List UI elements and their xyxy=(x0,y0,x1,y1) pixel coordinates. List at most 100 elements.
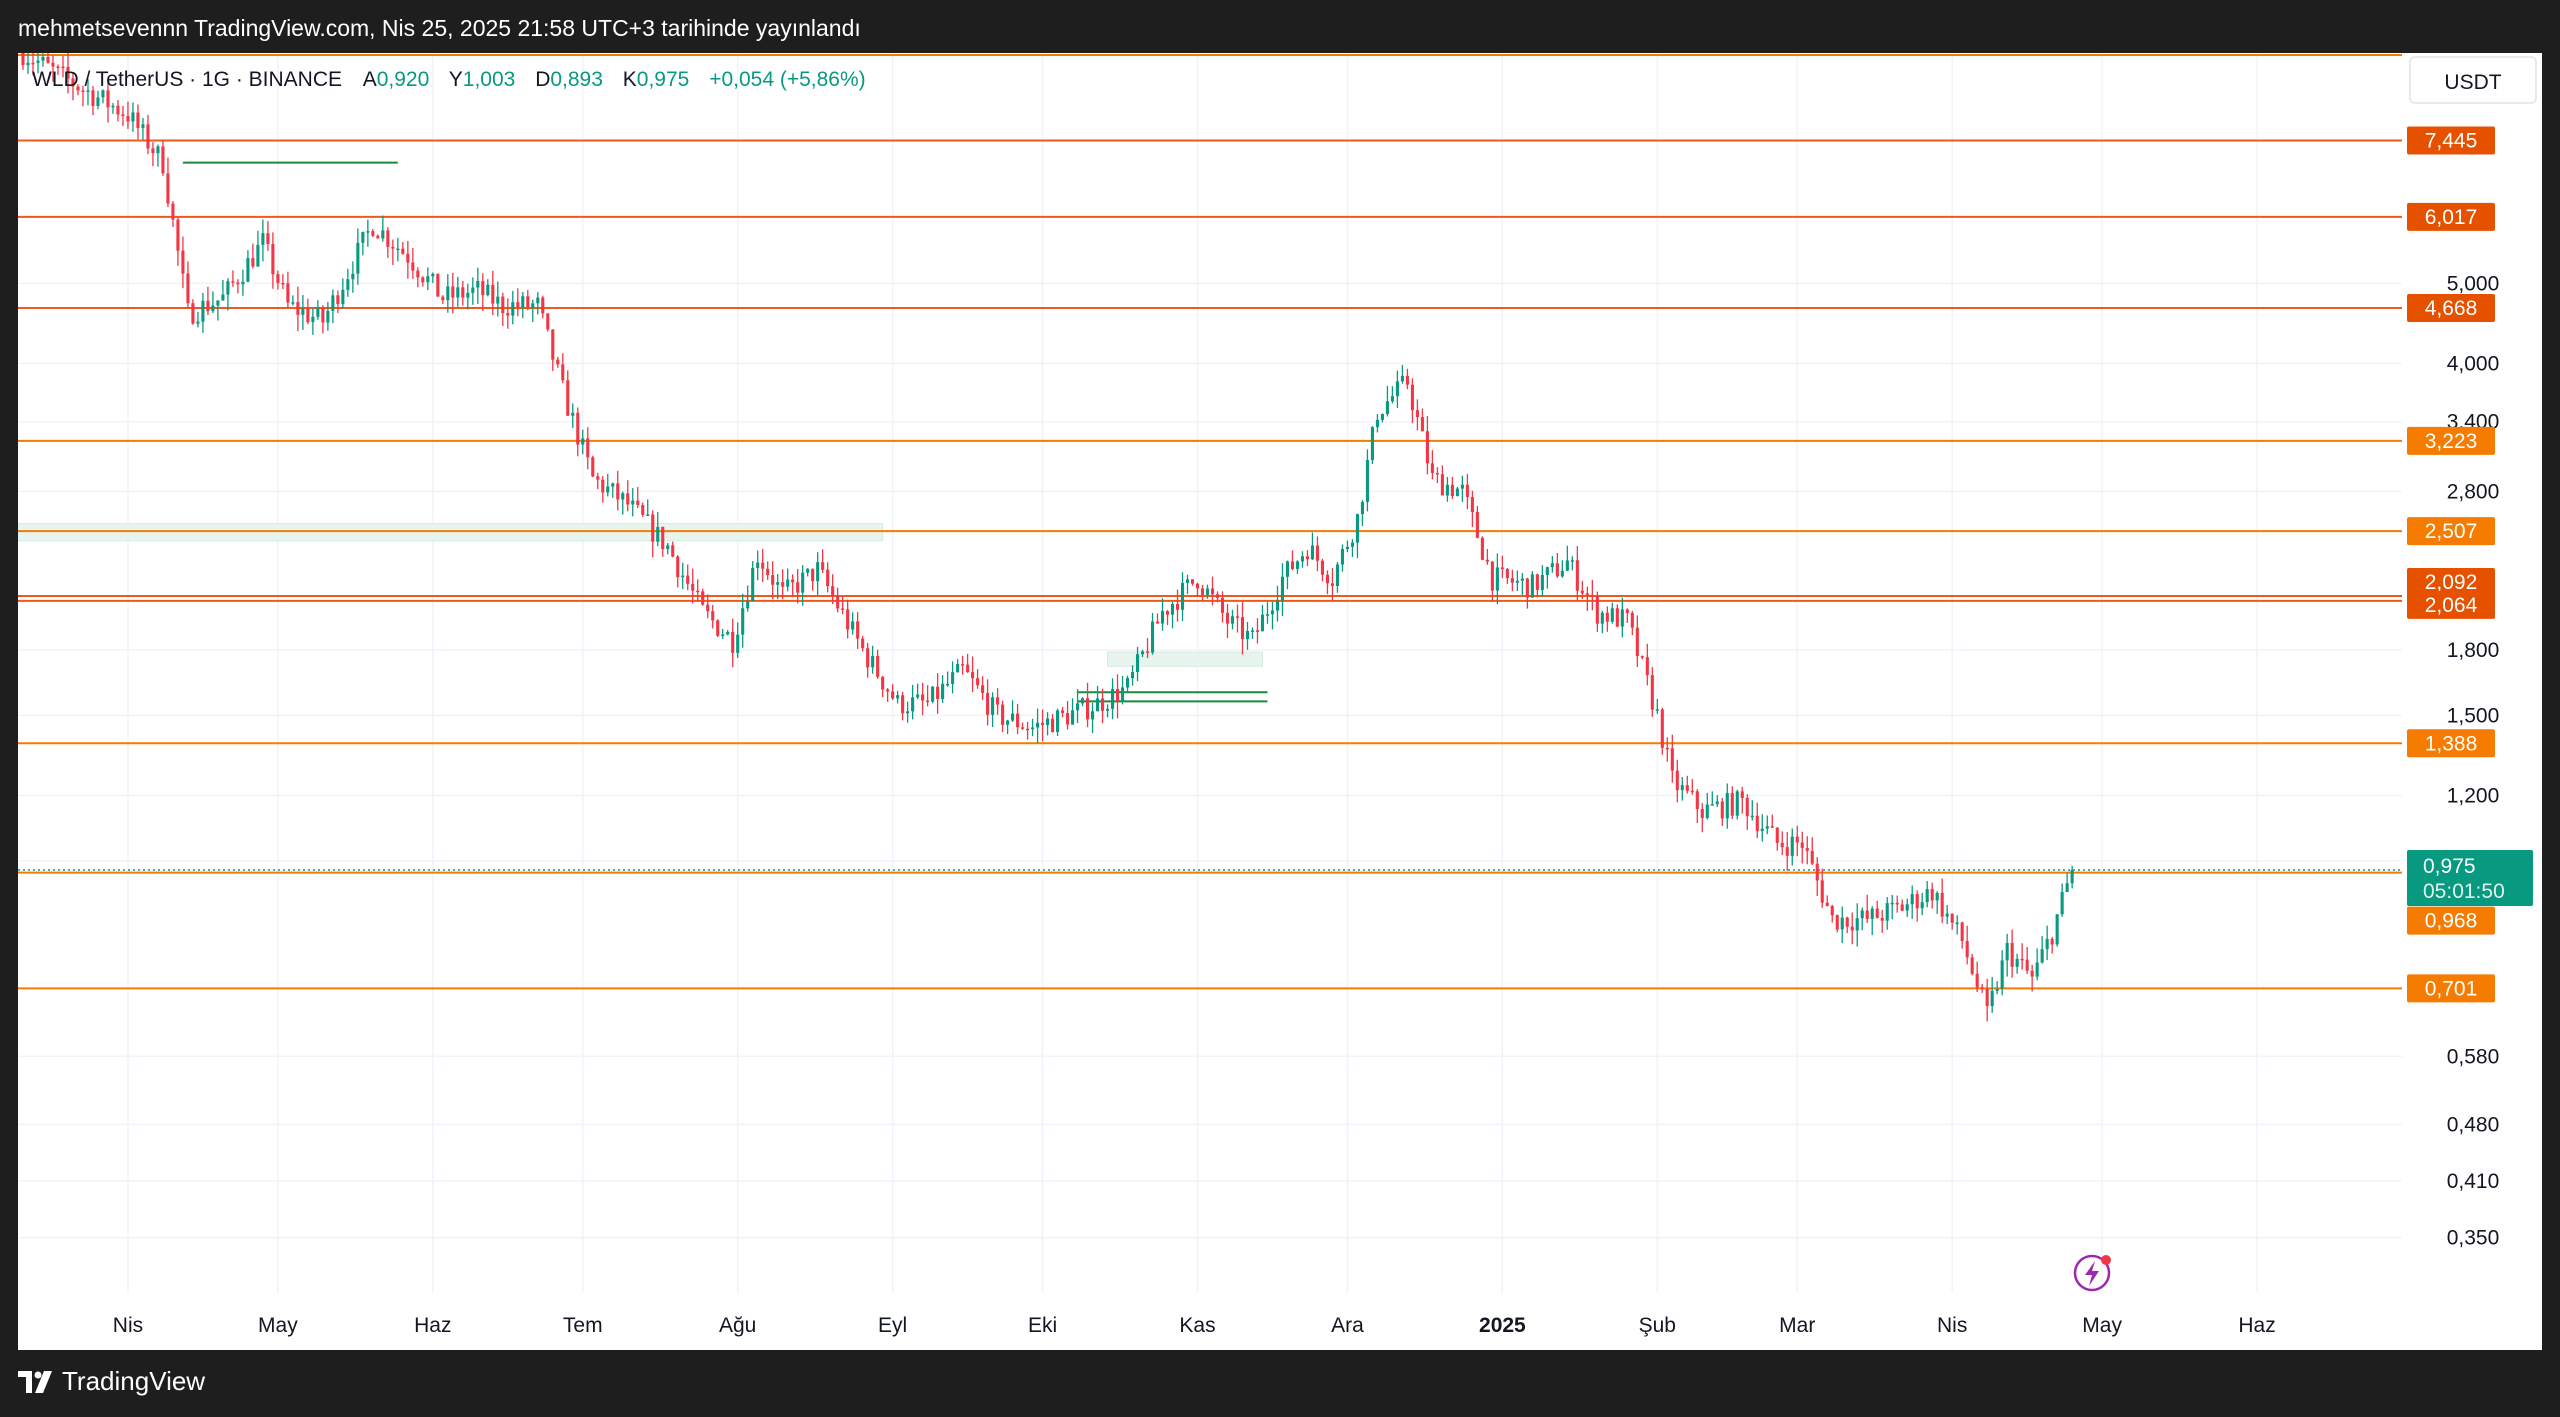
candle xyxy=(1925,881,1929,908)
candle xyxy=(886,687,890,702)
candle xyxy=(321,305,325,334)
candle xyxy=(586,427,590,470)
candle xyxy=(2015,953,2019,974)
candle xyxy=(1370,426,1374,465)
candle xyxy=(1785,831,1789,871)
candle xyxy=(1270,601,1275,630)
candle xyxy=(1920,892,1924,916)
candle xyxy=(1180,572,1185,621)
candle xyxy=(291,295,295,306)
candle xyxy=(1415,399,1419,431)
candle xyxy=(551,329,555,372)
candle xyxy=(1340,544,1344,572)
candle xyxy=(1495,553,1499,605)
candle xyxy=(1860,907,1864,931)
tradingview-brand[interactable]: TradingView xyxy=(18,1366,205,1397)
candle xyxy=(401,241,405,255)
price-badge[interactable]: 4,668 xyxy=(2407,294,2495,323)
candle xyxy=(606,473,610,497)
y-tick-label: 1,800 xyxy=(2447,639,2500,662)
price-badge[interactable]: 7,445 xyxy=(2407,126,2495,155)
candle xyxy=(1385,385,1389,417)
zone-rect[interactable] xyxy=(17,523,884,542)
zone-rect[interactable] xyxy=(1107,651,1263,667)
candle xyxy=(221,279,225,301)
candle xyxy=(981,676,985,701)
countdown-label: 05:01:50 xyxy=(2423,880,2505,903)
candle xyxy=(1295,560,1300,574)
candle xyxy=(386,227,390,258)
candle xyxy=(611,482,615,498)
candle xyxy=(581,429,585,455)
candle xyxy=(1145,638,1150,659)
candle xyxy=(596,472,600,490)
candle xyxy=(256,230,260,268)
candle xyxy=(516,288,520,317)
candle xyxy=(1630,610,1634,636)
candle xyxy=(1440,465,1444,496)
price-badge[interactable]: 2,092 xyxy=(2407,568,2495,597)
candle xyxy=(1006,719,1010,735)
candle xyxy=(1315,536,1320,572)
candle xyxy=(1110,678,1115,720)
candle xyxy=(41,53,45,67)
candle xyxy=(1490,560,1494,602)
candle xyxy=(1210,576,1215,606)
price-badge[interactable]: 0,701 xyxy=(2407,974,2495,1003)
candle xyxy=(1990,976,1994,1013)
candle xyxy=(896,690,900,704)
publish-header: mehmetsevennn TradingView.com, Nis 25, 2… xyxy=(0,0,2560,56)
candle xyxy=(61,55,65,78)
candle xyxy=(31,50,35,76)
candle xyxy=(536,292,540,315)
candle xyxy=(426,267,430,291)
candle xyxy=(36,49,40,74)
candle xyxy=(1235,604,1240,633)
currency-box[interactable]: USDT xyxy=(2409,56,2537,104)
candle xyxy=(1910,885,1914,919)
candle xyxy=(1225,604,1230,639)
price-badge-label: 2,092 xyxy=(2425,571,2478,594)
candle xyxy=(966,653,970,673)
price-chart[interactable]: 5,0004,0003,4002,8001,8001,5001,2001,000… xyxy=(17,34,2542,1350)
candle xyxy=(1730,786,1734,820)
candle xyxy=(1026,721,1030,740)
candle xyxy=(1970,953,1974,976)
candle xyxy=(1115,674,1120,719)
candle xyxy=(746,585,750,612)
candle xyxy=(1460,475,1464,502)
candle xyxy=(246,250,250,283)
candle xyxy=(171,201,175,228)
candle xyxy=(1520,573,1524,595)
candle xyxy=(1945,905,1949,925)
candle xyxy=(1795,825,1799,857)
candle xyxy=(471,277,475,305)
price-badge[interactable]: 3,223 xyxy=(2407,426,2495,455)
price-badge[interactable]: 2,507 xyxy=(2407,517,2495,546)
candle xyxy=(476,267,480,304)
lightning-icon[interactable] xyxy=(2073,1254,2111,1292)
price-badge[interactable]: 6,017 xyxy=(2407,202,2495,231)
candle xyxy=(1445,476,1449,502)
candle xyxy=(1375,413,1379,433)
candle xyxy=(1810,837,1814,866)
price-badge[interactable]: 0,968 xyxy=(2407,906,2495,935)
price-badge[interactable]: 2,064 xyxy=(2407,590,2495,619)
price-badge[interactable]: 1,388 xyxy=(2407,729,2495,758)
tradingview-brand-text: TradingView xyxy=(62,1366,206,1396)
publisher-line: mehmetsevennn TradingView.com, Nis 25, 2… xyxy=(18,15,861,41)
legend-low-value: 0,893 xyxy=(550,68,603,91)
candle xyxy=(216,300,220,321)
chart-area[interactable]: 5,0004,0003,4002,8001,8001,5001,2001,000… xyxy=(17,34,2542,1350)
candle xyxy=(1470,490,1474,527)
candle xyxy=(76,84,80,96)
candle xyxy=(716,619,720,638)
candle xyxy=(1940,878,1944,924)
candle xyxy=(526,289,530,311)
candle xyxy=(1845,916,1849,934)
candle xyxy=(1120,676,1125,705)
candle xyxy=(956,659,960,673)
candle xyxy=(541,295,545,319)
candle xyxy=(1240,601,1245,655)
